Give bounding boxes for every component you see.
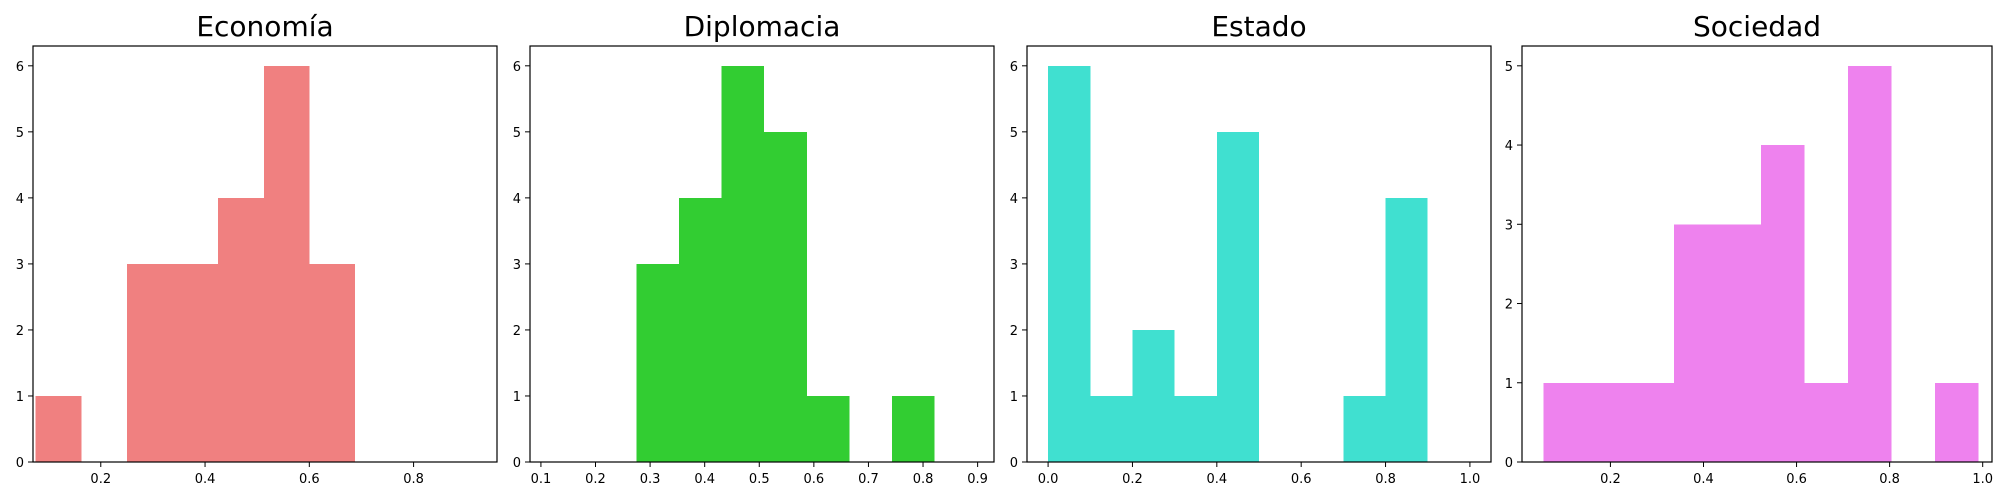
x-tick-label: 0.4: [195, 472, 216, 487]
histogram-bar: [1848, 65, 1892, 463]
histogram-bar: [1543, 382, 1588, 462]
y-tick-label: 4: [16, 192, 24, 207]
y-tick-label: 1: [1010, 390, 1018, 405]
histogram-bar: [1717, 224, 1762, 462]
y-tick-label: 2: [16, 324, 24, 339]
y-tick-label: 3: [1010, 258, 1018, 273]
histogram-bar: [1674, 224, 1718, 462]
y-tick-label: 2: [1010, 324, 1018, 339]
axes-frame: [1521, 45, 1993, 463]
histogram-bar: [172, 263, 219, 462]
y-tick-label: 0: [1010, 456, 1018, 471]
histogram-bar: [126, 263, 173, 462]
histogram-bar: [35, 395, 82, 462]
histogram-bar: [1174, 395, 1217, 462]
histogram-bar: [721, 65, 765, 463]
x-tick-label: 0.4: [1693, 472, 1714, 487]
panel-economia: Economía 0.2 0.4 0.6 0.8 0 1 2 3 4 5 6: [16, 10, 498, 487]
panel-title: Economía: [196, 10, 333, 43]
histogram-bar: [1385, 197, 1428, 462]
y-tick-label: 2: [513, 324, 521, 339]
y-tick-label: 4: [1505, 139, 1513, 154]
y-tick-label: 0: [1505, 456, 1513, 471]
y-tick-label: 1: [1505, 377, 1513, 392]
y-tick-label: 4: [1010, 192, 1018, 207]
histogram-bar: [1804, 382, 1849, 462]
x-tick-label: 0.0: [1038, 472, 1059, 487]
histogram-bar: [636, 263, 680, 462]
x-tick-label: 0.2: [90, 472, 111, 487]
y-tick-label: 2: [1505, 298, 1513, 313]
y-tick-label: 5: [1010, 126, 1018, 141]
x-tick-label: 0.4: [1206, 472, 1227, 487]
histogram-bar: [1048, 65, 1091, 463]
y-tick-label: 6: [16, 60, 24, 75]
axes-frame: [529, 45, 995, 463]
x-tick-label: 0.6: [804, 472, 825, 487]
y-tick-label: 3: [1505, 218, 1513, 233]
panel-sociedad: Sociedad 0.2 0.4 0.6 0.8 1.0 0 1 2 3 4 5: [1505, 10, 1993, 487]
y-tick-label: 5: [16, 126, 24, 141]
x-tick-label: 0.3: [640, 472, 661, 487]
histogram-bar: [1216, 131, 1259, 463]
x-tick-label: 0.8: [1375, 472, 1396, 487]
histogram-bar: [1630, 382, 1675, 462]
histogram-bar: [1587, 382, 1631, 462]
x-tick-label: 1.0: [1972, 472, 1993, 487]
x-tick-label: 0.7: [858, 472, 879, 487]
y-tick-label: 6: [1010, 60, 1018, 75]
x-tick-label: 0.8: [1879, 472, 1900, 487]
x-tick-label: 1.0: [1460, 472, 1481, 487]
panel-title: Diplomacia: [684, 10, 841, 43]
panel-diplomacia: Diplomacia 0.1 0.2 0.3 0.4 0.5 0.6 0.7 0.8 0.9 0 1…: [513, 10, 995, 487]
x-tick-label: 0.8: [403, 472, 424, 487]
histogram-bar: [309, 263, 356, 462]
y-tick-label: 1: [16, 390, 24, 405]
histogram-bar: [263, 65, 310, 463]
panel-title: Sociedad: [1693, 10, 1821, 43]
y-tick-label: 5: [1505, 60, 1513, 75]
histogram-bar: [1132, 329, 1175, 462]
y-tick-label: 0: [513, 456, 521, 471]
histogram-bar: [1090, 395, 1133, 462]
x-tick-label: 0.6: [1291, 472, 1312, 487]
y-tick-label: 5: [513, 126, 521, 141]
y-tick-label: 3: [513, 258, 521, 273]
x-tick-label: 0.4: [694, 472, 715, 487]
histogram-bar: [1343, 395, 1386, 462]
x-tick-label: 0.6: [1786, 472, 1807, 487]
y-tick-label: 6: [513, 60, 521, 75]
x-tick-label: 0.9: [967, 472, 988, 487]
histogram-bar: [891, 395, 935, 462]
y-tick-label: 3: [16, 258, 24, 273]
axes-frame: [32, 45, 498, 463]
x-tick-label: 0.2: [1122, 472, 1143, 487]
histogram-bar: [1935, 382, 1979, 462]
axes-frame: [1026, 45, 1492, 463]
x-tick-label: 0.2: [1600, 472, 1621, 487]
x-tick-label: 0.8: [913, 472, 934, 487]
y-tick-label: 0: [16, 456, 24, 471]
panel-estado: Estado 0.0 0.2 0.4 0.6 0.8 1.0 0 1 2 3 4 5 6: [1010, 10, 1492, 487]
x-tick-label: 0.6: [299, 472, 320, 487]
histogram-bar: [806, 395, 850, 462]
panel-title: Estado: [1211, 10, 1306, 43]
x-tick-label: 0.5: [749, 472, 770, 487]
histogram-bar: [764, 131, 807, 463]
x-tick-label: 0.2: [585, 472, 606, 487]
y-tick-label: 1: [513, 390, 521, 405]
y-tick-label: 4: [513, 192, 521, 207]
histogram-bar: [1761, 145, 1805, 463]
histogram-bar: [679, 197, 722, 462]
x-tick-label: 0.1: [531, 472, 552, 487]
histogram-bar: [218, 197, 264, 462]
